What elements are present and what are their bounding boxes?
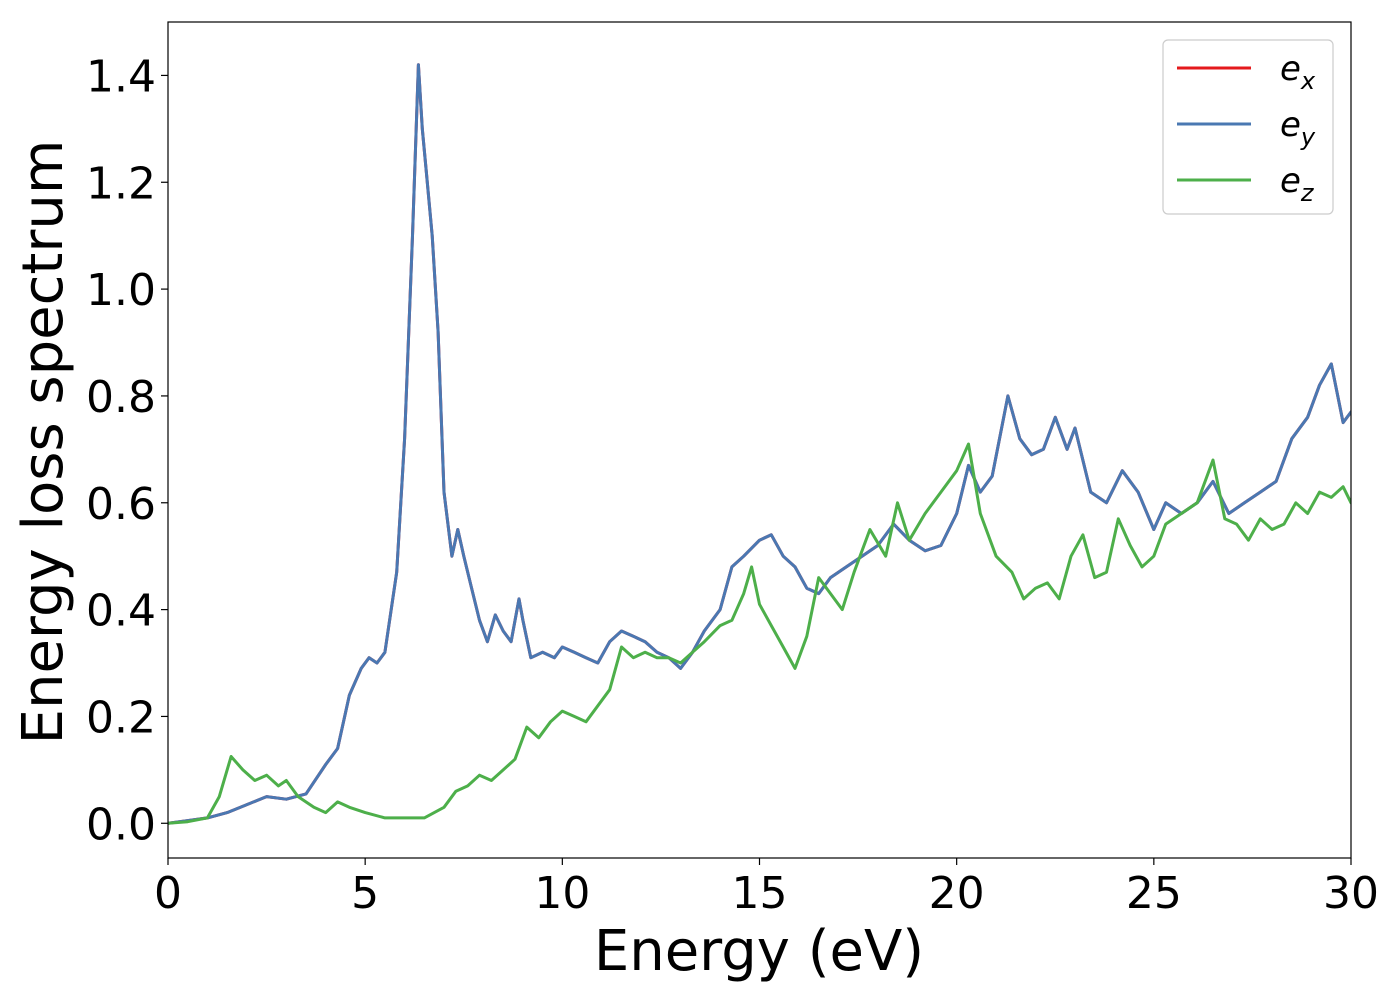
x-tick-label: 30 [1323,868,1379,919]
y-tick-label: 0.6 [86,479,156,530]
series-line-z [168,442,1351,825]
y-tick-label: 0.2 [86,692,156,743]
x-tick-label: 10 [534,868,590,919]
x-tick-label: 0 [154,868,182,919]
series-line-y [168,63,1351,825]
legend-label-x: ex [1280,49,1316,95]
series-lines [168,63,1351,825]
y-tick-label: 1.0 [86,265,156,316]
x-tick-label: 20 [929,868,985,919]
legend: ex ey ez [1162,39,1334,215]
x-tick-label: 5 [351,868,379,919]
y-axis-label: Energy loss spectrum [11,140,76,745]
x-tick-label: 15 [732,868,788,919]
x-tick-label: 25 [1126,868,1182,919]
legend-label-z: ez [1280,161,1315,207]
y-tick-label: 1.4 [86,51,156,102]
legend-box [1162,39,1334,215]
x-axis-label: Energy (eV) [594,919,924,984]
legend-label-y: ey [1280,105,1316,151]
y-tick-label: 0.0 [86,799,156,850]
y-axis: 0.0 0.2 0.4 0.6 0.8 1.0 1.2 1.4 [86,51,168,850]
y-tick-label: 0.4 [86,586,156,637]
y-tick-label: 0.8 [86,372,156,423]
x-axis: 0 5 10 15 20 25 30 [154,858,1379,919]
y-tick-label: 1.2 [86,158,156,209]
